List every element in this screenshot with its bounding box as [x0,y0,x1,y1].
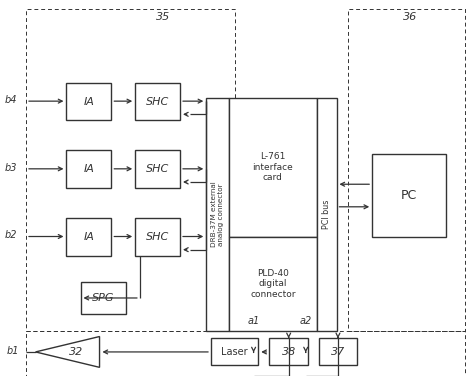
Bar [26,9,235,331]
Bar [211,338,258,365]
Bar [319,338,357,365]
Bar [229,237,317,331]
Bar [348,9,465,331]
Text: IA: IA [83,97,94,106]
Text: Laser: Laser [221,347,248,357]
Text: IA: IA [83,164,94,174]
Text: 38: 38 [282,347,296,357]
Bar [66,83,111,120]
Text: PLD-40
digital
connector: PLD-40 digital connector [250,269,295,299]
Bar [206,98,229,331]
Text: PCI bus: PCI bus [322,200,331,229]
Bar [269,338,308,365]
Bar [135,150,180,188]
Text: b3: b3 [5,163,17,173]
Bar [26,331,465,376]
Text: PC: PC [401,189,417,202]
Text: SHC: SHC [146,97,169,106]
Bar [317,98,337,331]
Bar [66,218,111,256]
Text: SPG: SPG [92,293,114,303]
Bar [135,83,180,120]
Text: b4: b4 [5,95,17,105]
Bar [135,218,180,256]
Text: IA: IA [83,232,94,242]
Text: b1: b1 [7,346,19,356]
Text: SHC: SHC [146,232,169,242]
Bar [372,154,446,237]
Text: DRB-37M external
analog connector: DRB-37M external analog connector [211,182,224,247]
Text: b2: b2 [5,230,17,240]
Text: 37: 37 [331,347,345,357]
Text: 32: 32 [69,347,83,357]
Polygon shape [36,337,100,367]
Text: L-761
interface
card: L-761 interface card [253,152,293,182]
Text: 36: 36 [403,12,417,22]
Bar [81,282,126,314]
Text: a2: a2 [300,316,312,326]
Text: a1: a1 [247,316,260,326]
Text: SHC: SHC [146,164,169,174]
Bar [229,98,317,237]
Bar [66,150,111,188]
Text: 35: 35 [156,12,171,22]
